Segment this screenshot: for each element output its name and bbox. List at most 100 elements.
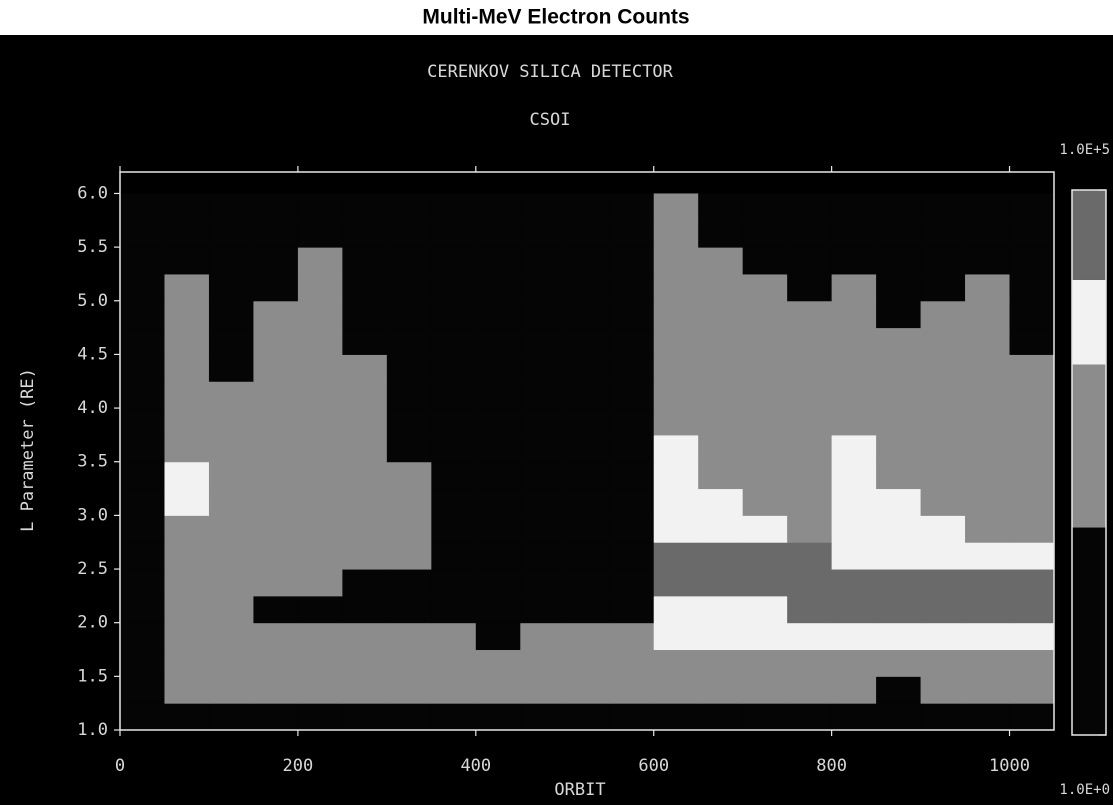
- heat-cell: [297, 515, 343, 543]
- heat-cell: [787, 649, 833, 677]
- heat-cell: [920, 703, 966, 731]
- heat-cell: [787, 408, 833, 436]
- heat-cell: [520, 434, 566, 463]
- heat-cell: [876, 542, 922, 570]
- heat-cell: [164, 273, 210, 302]
- heat-cell: [742, 703, 788, 731]
- heat-cell: [475, 676, 521, 704]
- heat-cell: [164, 300, 210, 329]
- y-tick-label: 4.0: [77, 398, 108, 418]
- heat-cell: [609, 703, 655, 731]
- heat-cell: [520, 649, 566, 677]
- heat-cell: [787, 676, 833, 704]
- heat-cell: [831, 354, 877, 382]
- heat-cell: [920, 381, 966, 409]
- heat-cell: [520, 220, 566, 248]
- heat-cell: [965, 327, 1011, 355]
- heat-cell: [653, 515, 699, 543]
- heat-cell: [386, 327, 432, 355]
- heat-cell: [965, 300, 1011, 329]
- heat-cell: [431, 354, 477, 382]
- heat-cell: [475, 515, 521, 543]
- heat-cell: [653, 273, 699, 302]
- heat-cell: [876, 703, 922, 731]
- heat-cell: [831, 569, 877, 597]
- heat-cell: [297, 676, 343, 704]
- heat-cell: [609, 515, 655, 543]
- heat-cell: [920, 273, 966, 302]
- heat-cell: [965, 622, 1011, 651]
- heat-cell: [253, 595, 299, 624]
- heat-cell: [431, 569, 477, 597]
- heat-cell: [564, 247, 610, 275]
- heat-cell: [520, 569, 566, 597]
- heat-cell: [342, 327, 388, 355]
- heat-cell: [965, 273, 1011, 302]
- heat-cell: [787, 220, 833, 248]
- heat-cell: [208, 488, 254, 516]
- heat-cell: [876, 461, 922, 490]
- heat-cell: [742, 381, 788, 409]
- heat-cell: [609, 461, 655, 490]
- heat-cell: [386, 220, 432, 248]
- heat-cell: [831, 247, 877, 275]
- heat-cell: [208, 703, 254, 731]
- heat-cell: [386, 273, 432, 302]
- heat-cell: [120, 247, 165, 275]
- heat-cell: [831, 676, 877, 704]
- heat-cell: [431, 676, 477, 704]
- heat-cell: [431, 193, 477, 221]
- heat-cell: [475, 327, 521, 355]
- heat-cell: [698, 488, 744, 516]
- heat-cell: [876, 434, 922, 463]
- instrument: CSOI: [530, 110, 571, 130]
- heat-cell: [698, 515, 744, 543]
- heat-cell: [475, 434, 521, 463]
- heat-cell: [876, 327, 922, 355]
- heat-cell: [208, 542, 254, 570]
- heat-cell: [965, 247, 1011, 275]
- heat-cell: [164, 193, 210, 221]
- heat-cell: [208, 300, 254, 329]
- y-tick-label: 5.0: [77, 291, 108, 311]
- heat-cell: [475, 193, 521, 221]
- heat-cell: [787, 300, 833, 329]
- heat-cell: [698, 327, 744, 355]
- heat-cell: [120, 542, 165, 570]
- heat-cell: [698, 649, 744, 677]
- heat-cell: [653, 408, 699, 436]
- heat-cell: [120, 595, 165, 624]
- heat-cell: [120, 273, 165, 302]
- heat-cell: [742, 300, 788, 329]
- heat-cell: [742, 622, 788, 651]
- heat-cell: [1009, 327, 1055, 355]
- heat-cell: [876, 649, 922, 677]
- y-tick-label: 6.0: [77, 183, 108, 203]
- heat-cell: [742, 273, 788, 302]
- heat-cell: [831, 327, 877, 355]
- heat-cell: [386, 193, 432, 221]
- heat-cell: [920, 434, 966, 463]
- heat-cell: [520, 515, 566, 543]
- heat-cell: [431, 327, 477, 355]
- heat-cell: [475, 273, 521, 302]
- heat-cell: [297, 220, 343, 248]
- heat-cell: [297, 408, 343, 436]
- heat-cell: [742, 676, 788, 704]
- heat-cell: [386, 569, 432, 597]
- heat-cell: [564, 622, 610, 651]
- heat-cell: [431, 273, 477, 302]
- heat-cell: [787, 434, 833, 463]
- heat-cell: [742, 488, 788, 516]
- heat-cell: [965, 703, 1011, 731]
- heat-cell: [253, 542, 299, 570]
- heat-cell: [208, 569, 254, 597]
- heat-cell: [876, 193, 922, 221]
- heat-cell: [831, 488, 877, 516]
- heat-cell: [431, 220, 477, 248]
- heat-cell: [297, 327, 343, 355]
- heat-cell: [831, 515, 877, 543]
- heat-cell: [520, 327, 566, 355]
- heat-cell: [208, 649, 254, 677]
